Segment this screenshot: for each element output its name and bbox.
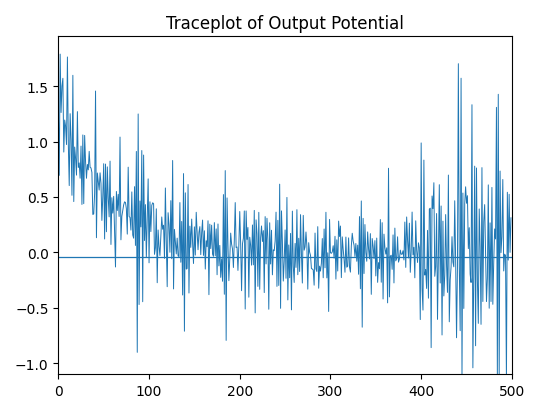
Title: Traceplot of Output Potential: Traceplot of Output Potential	[166, 15, 404, 33]
